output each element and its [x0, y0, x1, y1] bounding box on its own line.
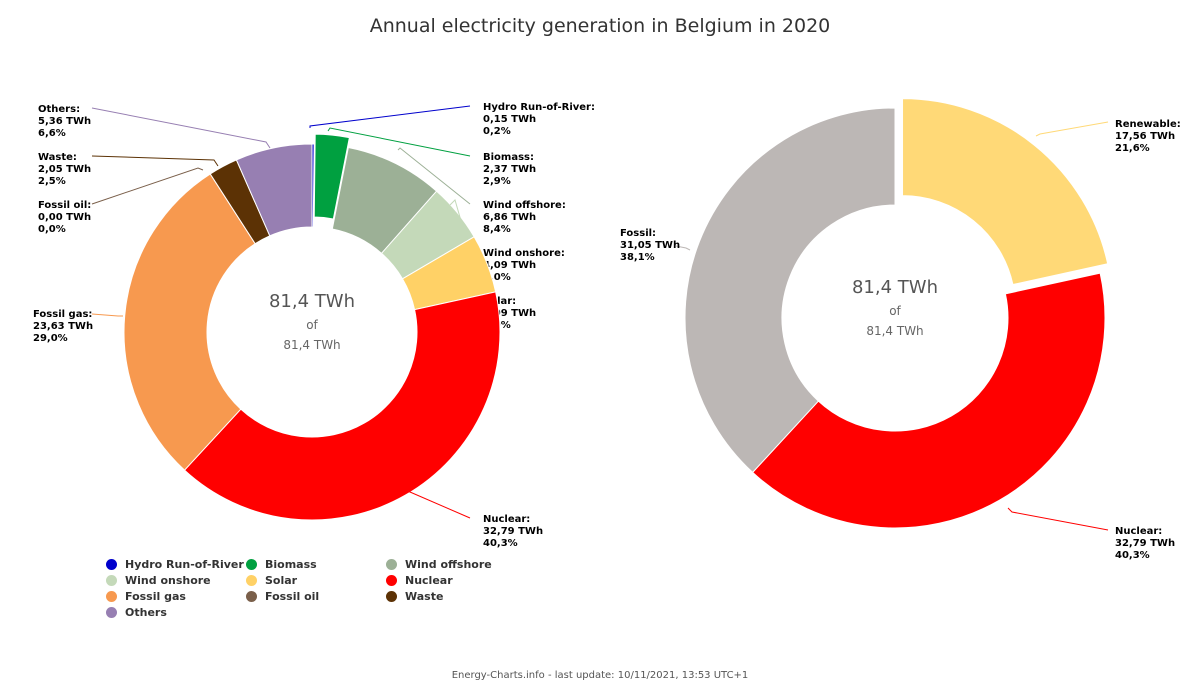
pie-chart-left: Hydro Run-of-River: 0,15 TWh 0,2% Biomass: 2… — [33, 102, 595, 549]
slice-biomass[interactable] — [313, 133, 350, 220]
connector-others — [91, 107, 271, 149]
legend-label: Others — [125, 605, 167, 619]
legend-item-biomass[interactable]: Biomass — [246, 557, 386, 571]
legend-label: Nuclear — [405, 573, 453, 587]
legend-label: Hydro Run-of-River — [125, 557, 244, 571]
chart-legend: Hydro Run-of-River Biomass Wind offshore Wi… — [106, 557, 526, 619]
legend-item-others[interactable]: Others — [106, 605, 246, 619]
data-label-biomass: Biomass: 2,37 TWh 2,9% — [483, 152, 536, 187]
legend-item-fossil-oil[interactable]: Fossil oil — [246, 589, 386, 603]
connector-biomass — [327, 127, 471, 157]
legend-marker-icon — [246, 558, 257, 570]
pie-chart-right: Renewable: 17,56 TWh 21,6% Nuclear: 32,79 TW… — [620, 98, 1181, 561]
center-sum: 81,4 TWh — [283, 338, 340, 352]
legend-marker-icon — [386, 558, 397, 570]
legend-label: Wind onshore — [125, 573, 211, 587]
legend-item-hydro-run-of-river[interactable]: Hydro Run-of-River — [106, 557, 246, 571]
connector-fossil — [675, 245, 691, 251]
data-label-nuclear: Nuclear: 32,79 TWh 40,3% — [1115, 526, 1175, 561]
data-label-renewable: Renewable: 17,56 TWh 21,6% — [1115, 119, 1181, 154]
legend-item-wind-onshore[interactable]: Wind onshore — [106, 573, 246, 587]
connector-nuclear — [1007, 507, 1109, 531]
slice-nuclear[interactable] — [751, 272, 1106, 529]
data-label-fossil: Fossil: 31,05 TWh 38,1% — [620, 228, 680, 263]
center-of: of — [306, 318, 318, 332]
legend-marker-icon — [386, 574, 397, 586]
center-total: 81,4 TWh — [269, 291, 355, 312]
center-total: 81,4 TWh — [852, 277, 938, 298]
data-label-nuclear: Nuclear: 32,79 TWh 40,3% — [483, 514, 543, 549]
legend-marker-icon — [106, 574, 117, 586]
center-sum: 81,4 TWh — [866, 324, 923, 338]
legend-marker-icon — [246, 574, 257, 586]
data-label-wind-onshore: Wind onshore: 4,09 TWh 5,0% — [483, 248, 565, 283]
legend-marker-icon — [106, 558, 117, 570]
slice-renewable[interactable] — [902, 98, 1109, 286]
connector-wind-offshore — [397, 147, 471, 205]
data-label-waste: Waste: 2,05 TWh 2,5% — [38, 152, 91, 187]
legend-item-solar[interactable]: Solar — [246, 573, 386, 587]
slice-fossil[interactable] — [684, 107, 896, 474]
legend-marker-icon — [246, 590, 257, 602]
legend-item-waste[interactable]: Waste — [386, 589, 526, 603]
legend-label: Solar — [265, 573, 298, 587]
slice-others[interactable] — [235, 143, 313, 237]
legend-marker-icon — [106, 606, 117, 618]
data-label-others: Others: 5,36 TWh 6,6% — [38, 104, 91, 139]
center-of: of — [889, 304, 901, 318]
connector-hydro-run-of-river — [309, 105, 471, 128]
connector-waste — [91, 155, 219, 167]
connector-fossil-oil — [91, 167, 204, 205]
connector-nuclear — [403, 489, 471, 519]
slice-fossil-gas[interactable] — [123, 173, 256, 471]
data-label-fossil-oil: Fossil oil: 0,00 TWh 0,0% — [38, 200, 91, 235]
legend-marker-icon — [106, 590, 117, 602]
legend-item-nuclear[interactable]: Nuclear — [386, 573, 526, 587]
legend-label: Wind offshore — [405, 557, 492, 571]
legend-label: Biomass — [265, 557, 317, 571]
legend-marker-icon — [386, 590, 397, 602]
data-label-wind-offshore: Wind offshore: 6,86 TWh 8,4% — [483, 200, 566, 235]
footer-update-note: Energy-Charts.info - last update: 10/11/… — [451, 670, 749, 681]
legend-item-wind-offshore[interactable]: Wind offshore — [386, 557, 526, 571]
legend-label: Fossil gas — [125, 589, 186, 603]
slice-nuclear[interactable] — [183, 291, 501, 521]
data-label-fossil-gas: Fossil gas: 23,63 TWh 29,0% — [33, 309, 93, 344]
connector-wind-onshore — [449, 199, 471, 253]
data-label-hydro-run-of-river: Hydro Run-of-River: 0,15 TWh 0,2% — [483, 102, 595, 137]
legend-label: Fossil oil — [265, 589, 320, 603]
connector-renewable — [1035, 121, 1109, 137]
legend-item-fossil-gas[interactable]: Fossil gas — [106, 589, 246, 603]
connector-fossil-gas — [91, 313, 123, 317]
legend-label: Waste — [405, 589, 444, 603]
chart-title: Annual electricity generation in Belgium… — [369, 15, 831, 37]
